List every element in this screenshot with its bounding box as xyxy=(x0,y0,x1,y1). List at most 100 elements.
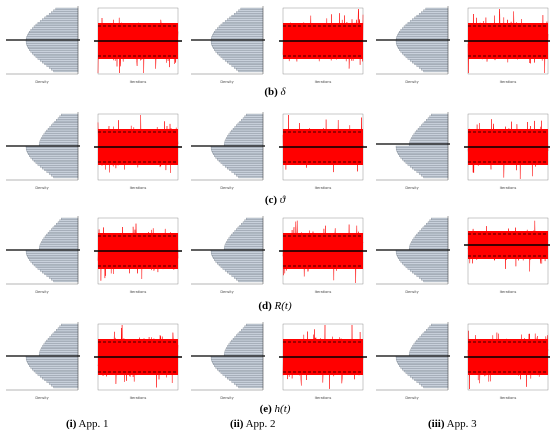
histogram-bar xyxy=(210,147,264,150)
histogram-bar xyxy=(412,239,449,242)
panel-svg: Density Iterations xyxy=(191,322,367,400)
iterations-label: Iterations xyxy=(500,80,517,84)
histogram-bar xyxy=(46,380,79,383)
histogram-bar xyxy=(39,375,79,378)
histogram-bar xyxy=(33,370,79,373)
histogram-bar xyxy=(426,223,449,226)
histogram-bar xyxy=(39,165,79,168)
histogram-bar xyxy=(236,228,264,231)
histogram-bar xyxy=(224,244,264,247)
histogram-bar xyxy=(400,260,449,263)
histogram-bar xyxy=(418,172,449,175)
histogram-bar xyxy=(46,14,79,18)
histogram-bar xyxy=(59,325,79,328)
histogram-bar xyxy=(30,366,79,369)
histogram-bar xyxy=(239,224,264,228)
histogram-bar xyxy=(231,233,264,236)
histogram-bar xyxy=(229,235,264,238)
histogram-bar xyxy=(397,151,449,154)
panel-svg: Density Iterations xyxy=(6,6,182,84)
histogram-bar xyxy=(416,129,449,132)
histogram-bar xyxy=(412,18,449,21)
histogram-bar xyxy=(224,142,264,145)
histogram-bar xyxy=(226,136,264,140)
histogram-bar xyxy=(424,120,449,124)
histogram-bar xyxy=(211,253,264,256)
histogram-bar xyxy=(27,46,79,50)
mcmc-panel: Density Iterations xyxy=(2,108,182,192)
panel-svg: Density Iterations xyxy=(191,112,367,190)
histogram-bar xyxy=(33,25,79,28)
histogram-bar xyxy=(210,251,264,254)
histogram-bar xyxy=(414,131,449,134)
histogram-bar xyxy=(218,160,264,163)
histogram-bar xyxy=(413,237,449,240)
iterations-label: Iterations xyxy=(500,396,517,400)
histogram-bar xyxy=(227,271,264,274)
histogram-bar xyxy=(30,29,79,32)
histogram-bar xyxy=(51,278,79,281)
panel-svg: Density Iterations xyxy=(6,112,182,190)
histogram-bar xyxy=(225,348,264,351)
histogram-bar xyxy=(26,43,79,46)
histogram-bar xyxy=(238,176,264,179)
histogram-bar xyxy=(51,174,79,177)
histogram-bar xyxy=(53,9,79,12)
histogram-bar xyxy=(30,156,79,159)
histogram-bar xyxy=(30,50,79,53)
histogram-bar xyxy=(405,265,449,268)
histogram-bar xyxy=(396,359,449,362)
histogram-bar xyxy=(396,36,449,39)
histogram-bar xyxy=(27,255,79,258)
histogram-bar xyxy=(418,13,449,16)
histogram-bar xyxy=(414,378,449,382)
histogram-bar xyxy=(39,142,79,145)
column-label-text: App. 2 xyxy=(245,418,276,430)
histogram-bar xyxy=(212,32,264,35)
histogram-bar xyxy=(39,59,79,62)
density-label: Density xyxy=(220,290,233,294)
histogram-bar xyxy=(224,352,264,355)
density-label: Density xyxy=(35,290,48,294)
histogram-bar xyxy=(215,50,264,53)
histogram-bar xyxy=(27,362,79,366)
histogram-bar xyxy=(32,262,79,265)
histogram-bar xyxy=(228,343,264,346)
histogram-bar xyxy=(212,255,264,258)
histogram-bar xyxy=(396,149,449,152)
mcmc-panel: Density Iterations xyxy=(2,2,182,86)
histogram-bar xyxy=(33,264,79,267)
histogram-bar xyxy=(211,43,264,46)
caption-letter: (d) xyxy=(258,300,272,312)
histogram-bar xyxy=(417,232,449,235)
histogram-bar xyxy=(416,380,449,383)
histogram-bar xyxy=(48,276,79,279)
histogram-bar xyxy=(239,330,264,334)
trace-line xyxy=(282,220,364,284)
histogram-bar xyxy=(231,64,264,67)
histogram-bar xyxy=(215,29,264,32)
histogram-bar xyxy=(41,136,79,140)
iterations-label: Iterations xyxy=(130,396,147,400)
caption-row-d: (d) R(t) xyxy=(0,300,550,312)
histogram-bar xyxy=(410,348,449,351)
histogram-bar xyxy=(399,48,449,51)
histogram-bar xyxy=(214,48,264,51)
histogram-bar xyxy=(43,133,79,136)
histogram-bar xyxy=(57,327,79,330)
density-label: Density xyxy=(405,186,418,190)
iterations-label: Iterations xyxy=(315,186,332,190)
mcmc-panel: Density Iterations xyxy=(187,318,367,402)
histogram-bar xyxy=(421,11,449,14)
histogram-bar xyxy=(228,237,264,240)
histogram-bar xyxy=(424,224,449,228)
histogram-bar xyxy=(409,20,449,23)
histogram-bar xyxy=(54,224,79,228)
histogram-bar xyxy=(51,11,79,14)
histogram-bar xyxy=(228,133,264,136)
histogram-bar xyxy=(211,149,264,152)
mcmc-panel: Density Iterations xyxy=(372,318,550,402)
trace-line xyxy=(467,330,549,390)
histogram-bar xyxy=(42,61,79,64)
histogram-bar xyxy=(229,341,264,344)
